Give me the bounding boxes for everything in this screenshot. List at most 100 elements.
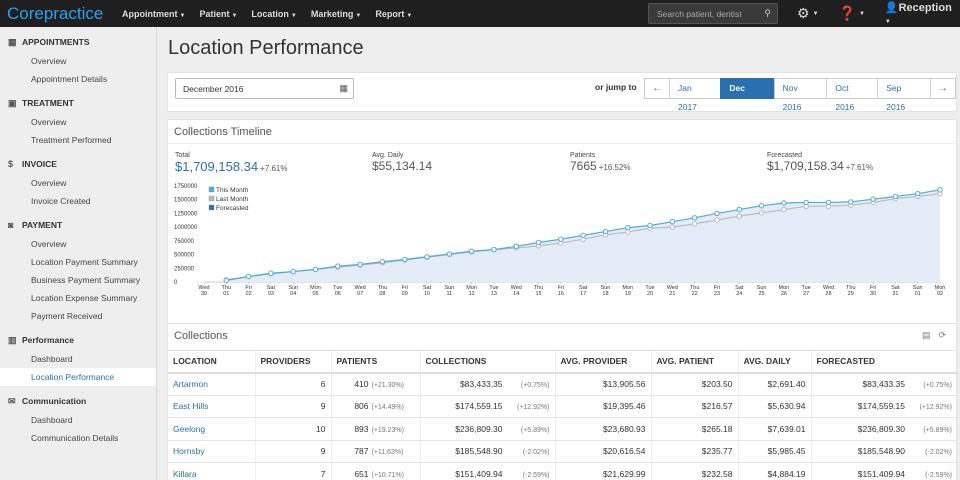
month-button-dec-2016[interactable]: Dec 2016 [720,78,775,112]
sidebar-item-invoice-overview[interactable]: Overview [31,178,67,188]
this-month-point[interactable] [335,263,341,269]
column-header-patients[interactable]: PATIENTS [331,350,421,374]
this-month-point[interactable] [290,268,296,275]
month-button-sep-2016[interactable]: Sep 2016 [877,78,931,112]
last-month-point[interactable] [669,224,676,230]
last-month-point[interactable] [781,206,787,213]
sidebar-section-payment[interactable]: ◙ PAYMENT [0,215,156,235]
column-header-forecasted[interactable]: FORECASTED [811,350,958,374]
help-icon[interactable]: ❓ [838,5,856,21]
this-month-point[interactable] [758,203,765,209]
menu-location[interactable]: Location ▼ [244,9,303,19]
this-month-point[interactable] [602,228,609,235]
sidebar-item-invoice-created[interactable]: Invoice Created [31,196,91,206]
sidebar-item-appointment-details[interactable]: Appointment Details [31,74,108,84]
menu-marketing[interactable]: Marketing ▼ [304,9,368,19]
this-month-point[interactable] [870,196,876,202]
last-month-point[interactable] [736,213,742,219]
calendar-icon[interactable]: ▦ [339,83,348,93]
prev-month-button[interactable]: ← [644,78,670,99]
this-month-point[interactable] [914,190,921,197]
menu-appointment[interactable]: Appointment ▼ [115,9,192,19]
sidebar-section-treatment[interactable]: ▣ TREATMENT [0,93,156,113]
user-menu[interactable]: 👤Reception ▼ [885,1,960,26]
sidebar-item-treatment-overview[interactable]: Overview [31,117,67,127]
column-header-collections[interactable]: COLLECTIONS [420,350,556,374]
this-month-point[interactable] [312,266,319,273]
column-header-providers[interactable]: PROVIDERS [255,350,332,374]
this-month-point[interactable] [535,239,542,246]
sidebar-section-invoice[interactable]: $ INVOICE [0,154,156,174]
location-link[interactable]: Geelong [168,417,256,441]
this-month-point[interactable] [781,200,787,206]
this-month-point[interactable] [714,210,720,217]
month-button-nov-2016[interactable]: Nov 2016 [773,78,828,112]
month-button-oct-2016[interactable]: Oct 2016 [826,78,879,112]
search-input[interactable]: Search patient, dentist ⚲ [648,3,778,24]
next-month-button[interactable]: → [930,78,956,99]
this-month-point[interactable] [580,232,586,239]
this-month-point[interactable] [357,261,363,268]
last-month-point[interactable] [758,210,765,216]
this-month-point[interactable] [736,206,742,213]
sidebar-item-location-payment-summary[interactable]: Location Payment Summary [31,257,138,267]
sidebar-item-business-payment-summary[interactable]: Business Payment Summary [31,275,141,285]
sidebar-section-communication[interactable]: ✉ Communication [0,391,156,411]
this-month-point[interactable] [513,243,519,250]
menu-report[interactable]: Report ▼ [368,9,419,19]
gear-icon[interactable]: ⚙ [797,5,810,21]
patients-value: 787 [354,446,369,457]
this-month-point[interactable] [625,224,631,231]
x-tick-date-label: 24 [736,291,742,297]
this-month-point[interactable] [669,218,676,225]
this-month-point[interactable] [937,187,943,193]
month-button-jan-2017[interactable]: Jan 2017 [669,78,722,112]
sidebar-item-treatment-performed[interactable]: Treatment Performed [31,135,112,145]
this-month-point[interactable] [892,193,899,200]
sidebar-item-payment-received[interactable]: Payment Received [31,311,103,321]
sidebar-item-appointments-overview[interactable]: Overview [31,56,67,66]
this-month-point[interactable] [848,199,854,205]
sidebar-item-location-performance[interactable]: Location Performance [0,368,156,386]
this-month-point[interactable] [491,246,497,253]
last-month-point[interactable] [691,221,698,227]
sidebar-section-performance[interactable]: ▥ Performance [0,330,156,350]
column-header-avg-patient[interactable]: AVG. PATIENT [651,350,739,374]
sidebar-item-communication-details[interactable]: Communication Details [31,433,119,443]
this-month-point[interactable] [647,222,653,229]
this-month-point[interactable] [379,259,386,265]
location-link[interactable]: Hornsby [168,440,256,463]
this-month-point[interactable] [446,251,453,257]
last-month-point[interactable] [625,229,631,235]
sidebar-item-performance-dashboard[interactable]: Dashboard [31,354,73,364]
column-header-avg-provider[interactable]: AVG. PROVIDER [555,350,652,374]
refresh-icon[interactable]: ⟳ [938,330,946,340]
collections-change: (-2.02%) [522,449,550,457]
location-link[interactable]: Killara [168,462,256,480]
column-header-avg-daily[interactable]: AVG. DAILY [738,350,812,374]
brand-logo[interactable]: Corepractice [7,3,104,23]
this-month-point[interactable] [424,254,430,260]
this-month-point[interactable] [245,273,252,280]
last-month-point[interactable] [714,217,720,223]
menu-patient[interactable]: Patient ▼ [192,9,244,19]
month-select[interactable]: December 2016 ▦ [175,78,354,99]
export-icon[interactable]: ▤ [921,330,931,340]
this-month-point[interactable] [691,215,698,221]
this-month-point[interactable] [468,248,475,254]
location-link[interactable]: Artarmon [168,372,256,396]
sidebar-item-payment-overview[interactable]: Overview [31,239,67,249]
search-icon[interactable]: ⚲ [764,8,771,18]
this-month-point[interactable] [803,199,809,206]
this-month-point[interactable] [268,270,274,276]
sidebar-section-appointments[interactable]: ▦ APPOINTMENTS [0,32,156,52]
this-month-point[interactable] [223,277,230,284]
location-link[interactable]: East Hills [168,395,256,418]
this-month-point[interactable] [402,256,408,263]
collections-timeline-chart[interactable]: 1750000 1500000 1250000 1000000 750000 500000… [168,182,958,310]
sidebar-item-communication-dashboard[interactable]: Dashboard [31,415,73,425]
this-month-point[interactable] [825,199,832,206]
sidebar-item-location-expense-summary[interactable]: Location Expense Summary [31,293,138,303]
column-header-location[interactable]: LOCATION [168,350,256,374]
this-month-point[interactable] [558,236,564,242]
